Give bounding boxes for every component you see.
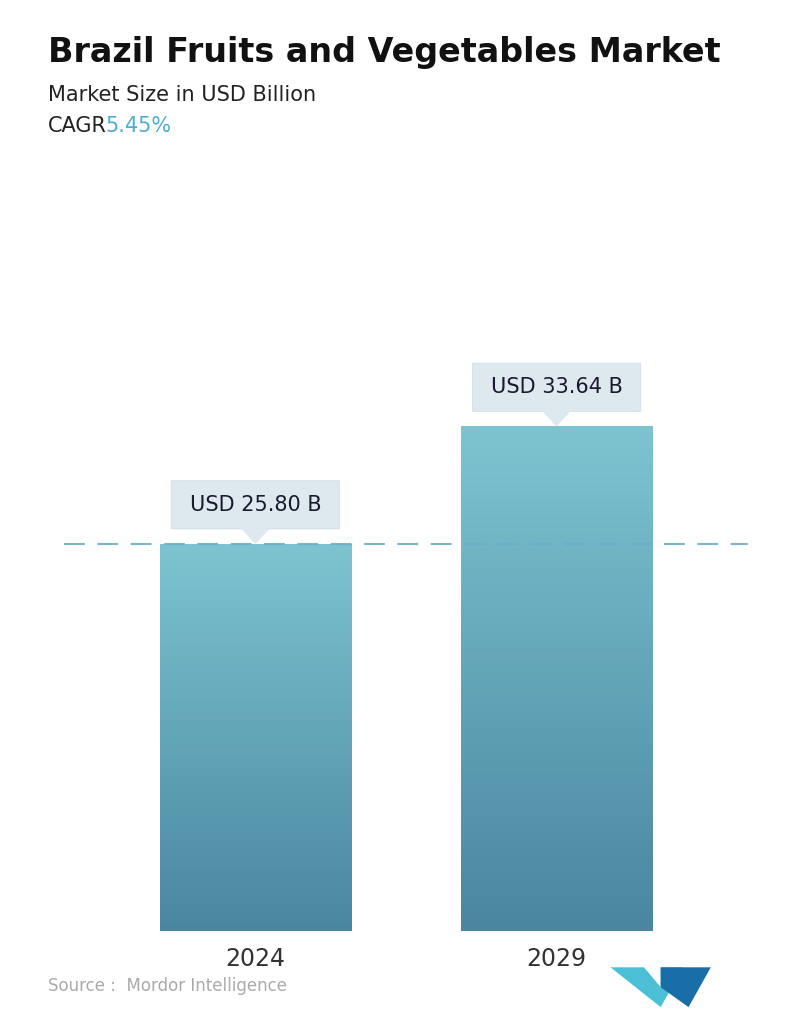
FancyBboxPatch shape bbox=[171, 481, 340, 529]
Text: 5.45%: 5.45% bbox=[105, 116, 171, 135]
FancyBboxPatch shape bbox=[472, 363, 641, 412]
Text: USD 25.80 B: USD 25.80 B bbox=[189, 495, 321, 515]
Polygon shape bbox=[543, 410, 570, 425]
Text: Brazil Fruits and Vegetables Market: Brazil Fruits and Vegetables Market bbox=[48, 36, 720, 69]
Polygon shape bbox=[611, 968, 683, 1007]
Text: Market Size in USD Billion: Market Size in USD Billion bbox=[48, 85, 316, 104]
Text: CAGR: CAGR bbox=[48, 116, 107, 135]
Text: USD 33.64 B: USD 33.64 B bbox=[490, 377, 622, 397]
Text: Source :  Mordor Intelligence: Source : Mordor Intelligence bbox=[48, 977, 287, 995]
Polygon shape bbox=[661, 968, 711, 1007]
Polygon shape bbox=[242, 528, 269, 543]
